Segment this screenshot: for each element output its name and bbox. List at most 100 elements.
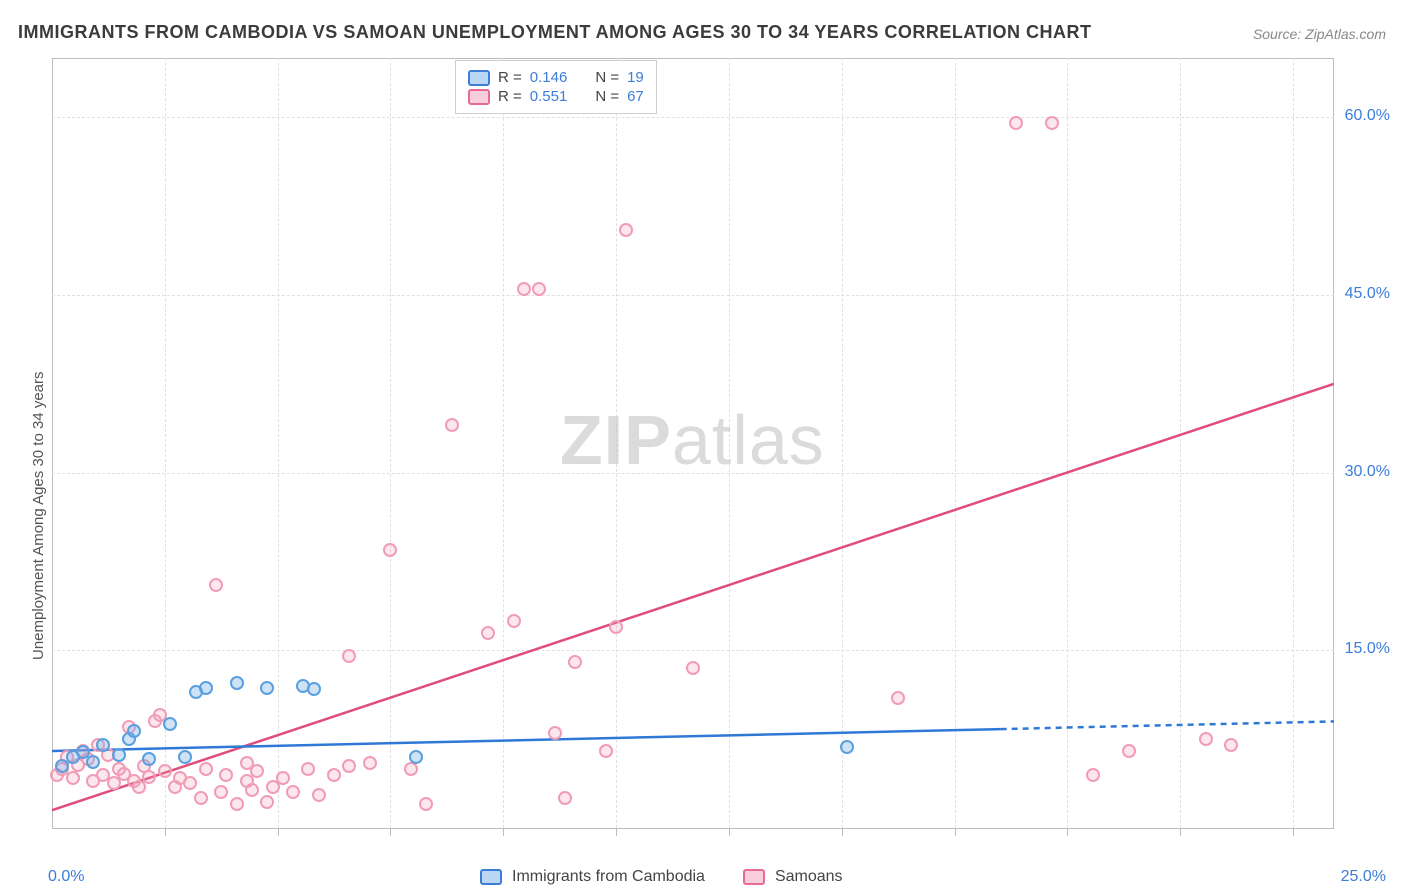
scatter-point-pink <box>568 655 582 669</box>
n-value-blue: 19 <box>627 69 644 86</box>
scatter-point-pink <box>158 764 172 778</box>
r-label: R = <box>498 69 522 86</box>
scatter-point-pink <box>558 791 572 805</box>
scatter-point-pink <box>245 783 259 797</box>
n-label: N = <box>595 88 619 105</box>
scatter-point-pink <box>219 768 233 782</box>
grid-v <box>842 58 843 828</box>
scatter-point-pink <box>481 626 495 640</box>
scatter-point-pink <box>342 649 356 663</box>
grid-v <box>503 58 504 828</box>
scatter-point-blue <box>260 681 274 695</box>
r-label: R = <box>498 88 522 105</box>
scatter-point-blue <box>409 750 423 764</box>
scatter-point-blue <box>96 738 110 752</box>
scatter-point-blue <box>178 750 192 764</box>
scatter-point-pink <box>419 797 433 811</box>
grid-h <box>52 117 1334 118</box>
scatter-point-pink <box>194 791 208 805</box>
scatter-point-pink <box>1009 116 1023 130</box>
x-tick-mark <box>503 828 504 836</box>
scatter-point-pink <box>891 691 905 705</box>
x-tick-mark <box>955 828 956 836</box>
scatter-point-blue <box>199 681 213 695</box>
scatter-point-pink <box>686 661 700 675</box>
x-tick-mark <box>616 828 617 836</box>
scatter-point-pink <box>1086 768 1100 782</box>
scatter-point-pink <box>517 282 531 296</box>
x-tick-mark <box>729 828 730 836</box>
scatter-point-pink <box>183 776 197 790</box>
scatter-point-pink <box>312 788 326 802</box>
scatter-point-pink <box>599 744 613 758</box>
series-label-blue: Immigrants from Cambodia <box>512 868 705 886</box>
correlation-chart: IMMIGRANTS FROM CAMBODIA VS SAMOAN UNEMP… <box>0 0 1406 892</box>
scatter-point-pink <box>301 762 315 776</box>
scatter-point-pink <box>1122 744 1136 758</box>
source-label: Source: ZipAtlas.com <box>1253 26 1386 42</box>
swatch-pink-icon <box>743 869 765 885</box>
scatter-point-pink <box>250 764 264 778</box>
grid-h <box>52 295 1334 296</box>
x-tick-mark <box>1180 828 1181 836</box>
scatter-point-pink <box>507 614 521 628</box>
legend-row-blue: R = 0.146 N = 19 <box>468 69 644 86</box>
scatter-point-pink <box>383 543 397 557</box>
grid-v <box>1180 58 1181 828</box>
x-tick-mark <box>842 828 843 836</box>
x-origin-label: 0.0% <box>48 868 84 886</box>
y-tick-label: 45.0% <box>1345 285 1390 303</box>
plot-area <box>52 58 1334 828</box>
grid-v <box>278 58 279 828</box>
grid-v <box>1067 58 1068 828</box>
scatter-point-pink <box>286 785 300 799</box>
scatter-point-pink <box>548 726 562 740</box>
y-axis-label: Unemployment Among Ages 30 to 34 years <box>30 371 47 660</box>
scatter-point-blue <box>112 748 126 762</box>
x-tick-mark <box>278 828 279 836</box>
swatch-blue-icon <box>468 70 490 86</box>
grid-v <box>616 58 617 828</box>
x-end-label: 25.0% <box>1341 868 1386 886</box>
scatter-point-pink <box>327 768 341 782</box>
x-tick-mark <box>1293 828 1294 836</box>
scatter-point-pink <box>209 578 223 592</box>
scatter-point-pink <box>276 771 290 785</box>
y-tick-label: 15.0% <box>1345 640 1390 658</box>
y-axis <box>52 58 53 828</box>
series-label-pink: Samoans <box>775 868 843 886</box>
grid-h <box>52 473 1334 474</box>
n-label: N = <box>595 69 619 86</box>
r-value-blue: 0.146 <box>530 69 568 86</box>
grid-h <box>52 650 1334 651</box>
scatter-point-pink <box>445 418 459 432</box>
scatter-point-pink <box>66 771 80 785</box>
scatter-point-blue <box>142 752 156 766</box>
scatter-point-blue <box>230 676 244 690</box>
x-axis <box>52 828 1334 829</box>
scatter-point-pink <box>363 756 377 770</box>
chart-title: IMMIGRANTS FROM CAMBODIA VS SAMOAN UNEMP… <box>18 22 1092 43</box>
x-tick-mark <box>165 828 166 836</box>
scatter-point-pink <box>609 620 623 634</box>
scatter-point-pink <box>214 785 228 799</box>
scatter-point-blue <box>307 682 321 696</box>
legend-correlation: R = 0.146 N = 19 R = 0.551 N = 67 <box>455 60 657 114</box>
scatter-point-pink <box>619 223 633 237</box>
swatch-pink-icon <box>468 89 490 105</box>
scatter-point-blue <box>127 724 141 738</box>
x-tick-mark <box>390 828 391 836</box>
scatter-point-blue <box>86 755 100 769</box>
grid-v <box>1293 58 1294 828</box>
scatter-point-pink <box>260 795 274 809</box>
n-value-pink: 67 <box>627 88 644 105</box>
scatter-point-blue <box>163 717 177 731</box>
grid-v <box>729 58 730 828</box>
legend-row-pink: R = 0.551 N = 67 <box>468 88 644 105</box>
grid-v <box>390 58 391 828</box>
scatter-point-pink <box>142 770 156 784</box>
scatter-point-pink <box>199 762 213 776</box>
swatch-blue-icon <box>480 869 502 885</box>
scatter-point-pink <box>1045 116 1059 130</box>
scatter-point-pink <box>230 797 244 811</box>
